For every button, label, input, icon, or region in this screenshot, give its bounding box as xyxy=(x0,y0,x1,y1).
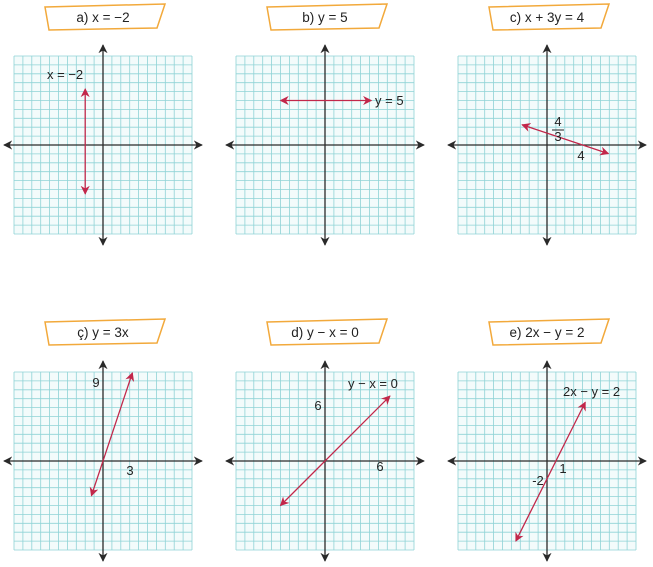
panel-title: b) y = 5 xyxy=(302,10,347,25)
equation-line xyxy=(89,372,135,497)
graph-label: x = −2 xyxy=(47,67,83,82)
graph-panel-d: d) y − x = 0 y − x = 0 6 6 xyxy=(225,318,425,562)
graph-panel-a: a) x = −2 x = −2 xyxy=(3,3,203,246)
panel-title: e) 2x − y = 2 xyxy=(509,325,584,340)
graph-label: y = 5 xyxy=(375,93,404,108)
graph-label: 4 xyxy=(577,148,584,163)
graph-label: 3 xyxy=(554,129,561,144)
title-tag xyxy=(266,318,389,346)
title-tag xyxy=(266,3,389,31)
equation-line xyxy=(279,395,391,507)
graph-label: 4 xyxy=(554,114,561,129)
panel-title: a) x = −2 xyxy=(76,10,129,25)
graph-panel-e: e) 2x − y = 2 2x − y = 2 1 -2 xyxy=(447,318,647,562)
panel-title: ç) y = 3x xyxy=(77,325,129,340)
panel-title: d) y − x = 0 xyxy=(291,325,359,340)
graph-label: 9 xyxy=(92,375,99,390)
graph-label: 1 xyxy=(559,461,566,476)
title-tag xyxy=(488,318,611,346)
graph-label: 6 xyxy=(314,398,321,413)
equation-line xyxy=(521,123,610,156)
graph-label: 6 xyxy=(376,459,383,474)
graph-panel-ç: ç) y = 3x 9 3 xyxy=(3,318,203,562)
graph-label: 3 xyxy=(126,463,133,478)
title-tag xyxy=(488,3,611,31)
graph-label: y − x = 0 xyxy=(348,376,398,391)
equation-line xyxy=(515,401,586,542)
graph-label: 2x − y = 2 xyxy=(563,384,620,399)
title-tag xyxy=(44,318,167,346)
title-tag xyxy=(44,3,167,31)
graph-label: -2 xyxy=(532,473,544,488)
panel-title: c) x + 3y = 4 xyxy=(510,10,585,25)
graph-panel-b: b) y = 5 y = 5 xyxy=(225,3,425,246)
